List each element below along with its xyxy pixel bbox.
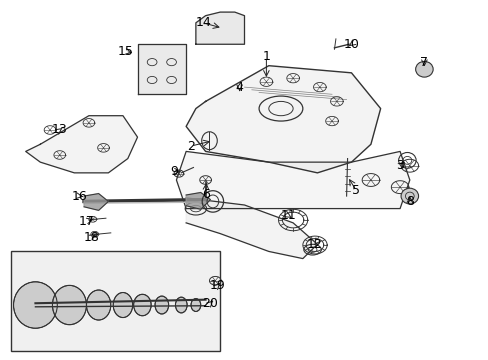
Bar	[11, 251, 220, 351]
Ellipse shape	[133, 294, 151, 316]
Ellipse shape	[400, 188, 418, 204]
Text: 3: 3	[395, 159, 403, 172]
Polygon shape	[186, 198, 317, 258]
Text: 17: 17	[79, 215, 94, 228]
Ellipse shape	[14, 282, 57, 328]
Text: 16: 16	[71, 190, 87, 203]
Text: 10: 10	[343, 38, 359, 51]
Polygon shape	[176, 152, 409, 208]
Ellipse shape	[52, 285, 86, 325]
Ellipse shape	[415, 62, 432, 77]
Polygon shape	[186, 66, 380, 173]
Text: 12: 12	[306, 238, 322, 251]
Polygon shape	[137, 44, 186, 94]
Ellipse shape	[175, 297, 187, 313]
Text: 2: 2	[187, 140, 195, 153]
Text: 14: 14	[195, 16, 211, 29]
Ellipse shape	[113, 293, 132, 318]
Text: 1: 1	[262, 50, 270, 63]
Ellipse shape	[191, 298, 201, 311]
Text: 7: 7	[420, 55, 427, 69]
Text: 6: 6	[201, 188, 209, 201]
Text: 15: 15	[117, 45, 133, 58]
Text: 9: 9	[170, 165, 178, 177]
Text: 11: 11	[280, 209, 296, 222]
Text: 4: 4	[235, 81, 243, 94]
Polygon shape	[196, 12, 244, 44]
Polygon shape	[84, 194, 108, 210]
Text: 8: 8	[405, 195, 413, 208]
Polygon shape	[26, 116, 137, 173]
Polygon shape	[186, 193, 210, 209]
Text: 19: 19	[209, 279, 225, 292]
Text: 13: 13	[52, 123, 67, 136]
Ellipse shape	[86, 290, 111, 320]
Text: 20: 20	[202, 297, 218, 310]
Text: 5: 5	[352, 184, 360, 197]
Ellipse shape	[155, 296, 168, 314]
Text: 18: 18	[83, 231, 99, 244]
